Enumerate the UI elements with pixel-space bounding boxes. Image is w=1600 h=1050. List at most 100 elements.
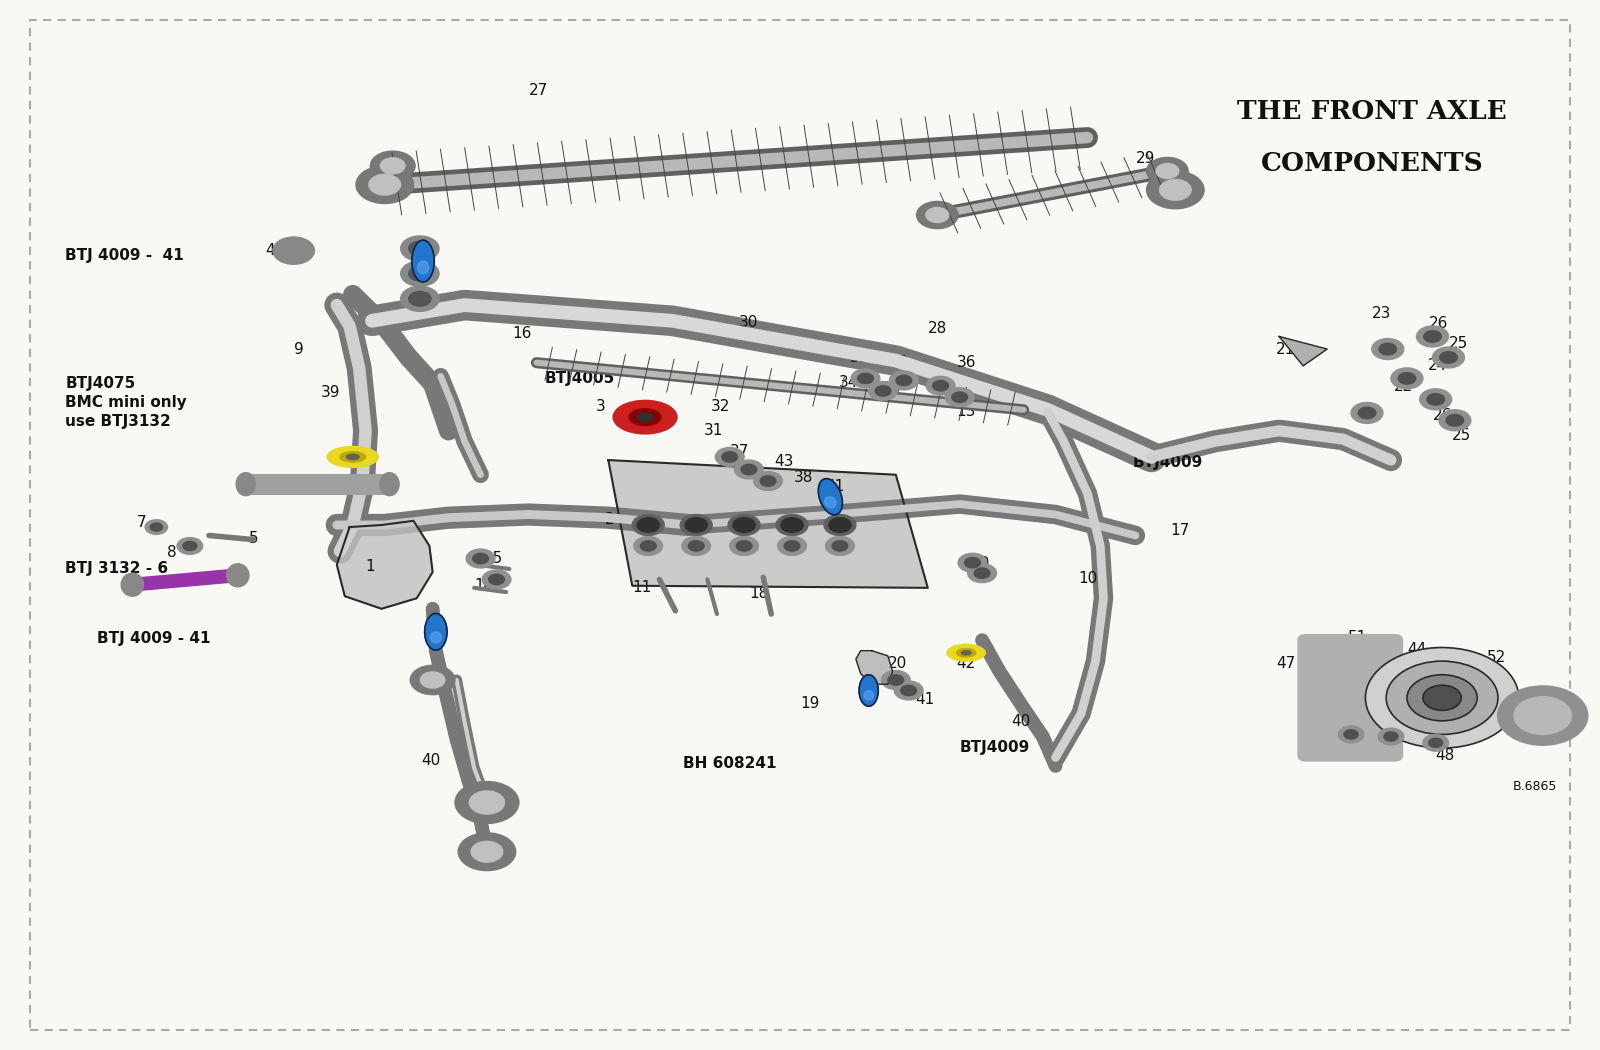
Text: 41: 41 (826, 479, 845, 493)
Circle shape (682, 537, 710, 555)
Circle shape (410, 666, 454, 695)
Ellipse shape (227, 564, 250, 587)
Circle shape (1498, 687, 1587, 744)
Circle shape (875, 385, 891, 396)
Text: 4: 4 (318, 478, 328, 492)
Text: 31: 31 (704, 423, 723, 438)
Text: BTJ 3132 - 6: BTJ 3132 - 6 (66, 562, 168, 576)
Circle shape (858, 373, 874, 383)
Text: 40: 40 (1011, 714, 1030, 730)
Circle shape (851, 369, 880, 387)
Circle shape (926, 208, 949, 223)
Circle shape (826, 537, 854, 555)
Circle shape (274, 237, 315, 265)
Text: 45: 45 (1336, 666, 1355, 681)
Circle shape (1438, 410, 1470, 430)
Text: 49: 49 (1493, 685, 1512, 700)
Circle shape (400, 261, 438, 287)
Ellipse shape (962, 651, 971, 655)
Ellipse shape (947, 645, 986, 662)
Circle shape (472, 553, 488, 564)
Text: 29: 29 (1136, 151, 1155, 166)
Ellipse shape (824, 497, 837, 507)
Text: 16: 16 (512, 326, 531, 341)
Ellipse shape (339, 452, 365, 462)
Text: 19: 19 (800, 695, 819, 711)
Circle shape (933, 380, 949, 391)
Circle shape (381, 158, 405, 174)
Text: 51: 51 (1347, 630, 1366, 645)
Circle shape (1384, 732, 1398, 741)
Polygon shape (856, 651, 893, 685)
Circle shape (952, 392, 968, 402)
Text: 12: 12 (890, 355, 909, 371)
Circle shape (1365, 648, 1518, 748)
Ellipse shape (957, 649, 976, 657)
Ellipse shape (122, 573, 144, 596)
Text: B.6865: B.6865 (1512, 780, 1557, 794)
Text: 44: 44 (1406, 643, 1426, 657)
Circle shape (734, 460, 763, 479)
Circle shape (1514, 697, 1571, 734)
Text: 39: 39 (971, 556, 990, 571)
Circle shape (741, 464, 757, 475)
Text: BTJ4009: BTJ4009 (1133, 455, 1203, 469)
Circle shape (637, 518, 659, 532)
Circle shape (901, 686, 917, 696)
Text: 46: 46 (1371, 729, 1390, 744)
Circle shape (776, 514, 808, 536)
Circle shape (1379, 343, 1397, 355)
Ellipse shape (864, 691, 874, 700)
Circle shape (454, 781, 518, 823)
Text: 13: 13 (957, 404, 976, 419)
Circle shape (781, 518, 803, 532)
Circle shape (1432, 346, 1464, 367)
Circle shape (150, 523, 163, 531)
Circle shape (965, 558, 981, 568)
Text: 7: 7 (138, 516, 147, 530)
Circle shape (1160, 180, 1190, 201)
Circle shape (784, 541, 800, 551)
Polygon shape (1278, 336, 1326, 365)
Ellipse shape (430, 632, 442, 643)
Text: 35: 35 (850, 350, 869, 365)
Text: BTJ 4009 -  41: BTJ 4009 - 41 (66, 249, 184, 264)
Text: 17: 17 (1171, 523, 1190, 538)
Circle shape (896, 375, 912, 385)
Text: 39: 39 (1310, 711, 1331, 727)
Circle shape (958, 553, 987, 572)
Circle shape (408, 267, 430, 281)
Text: 8: 8 (168, 545, 178, 560)
Text: THE FRONT AXLE: THE FRONT AXLE (1237, 99, 1507, 124)
Text: 32: 32 (710, 399, 730, 414)
Circle shape (421, 672, 445, 688)
Circle shape (722, 452, 738, 462)
Text: 24: 24 (1427, 358, 1446, 374)
Circle shape (1429, 738, 1443, 748)
Circle shape (730, 537, 758, 555)
Circle shape (466, 549, 494, 568)
Circle shape (1419, 388, 1451, 410)
Bar (246, 475, 389, 494)
Text: 2: 2 (605, 512, 614, 527)
Circle shape (1422, 686, 1461, 711)
Circle shape (754, 471, 782, 490)
Circle shape (715, 447, 744, 466)
Text: 30: 30 (739, 315, 758, 331)
Ellipse shape (418, 261, 429, 274)
Ellipse shape (859, 675, 878, 707)
Circle shape (182, 542, 197, 550)
Ellipse shape (379, 472, 398, 496)
Text: COMPONENTS: COMPONENTS (1261, 151, 1483, 176)
Ellipse shape (637, 413, 653, 421)
Polygon shape (338, 521, 432, 609)
Text: 42: 42 (957, 656, 976, 671)
Circle shape (890, 371, 918, 390)
Circle shape (1147, 158, 1189, 185)
Circle shape (400, 287, 438, 312)
Ellipse shape (424, 613, 446, 650)
Text: 12: 12 (944, 380, 963, 395)
Text: 25: 25 (1448, 336, 1467, 352)
Text: 31: 31 (406, 293, 427, 309)
Text: 42: 42 (342, 449, 363, 464)
